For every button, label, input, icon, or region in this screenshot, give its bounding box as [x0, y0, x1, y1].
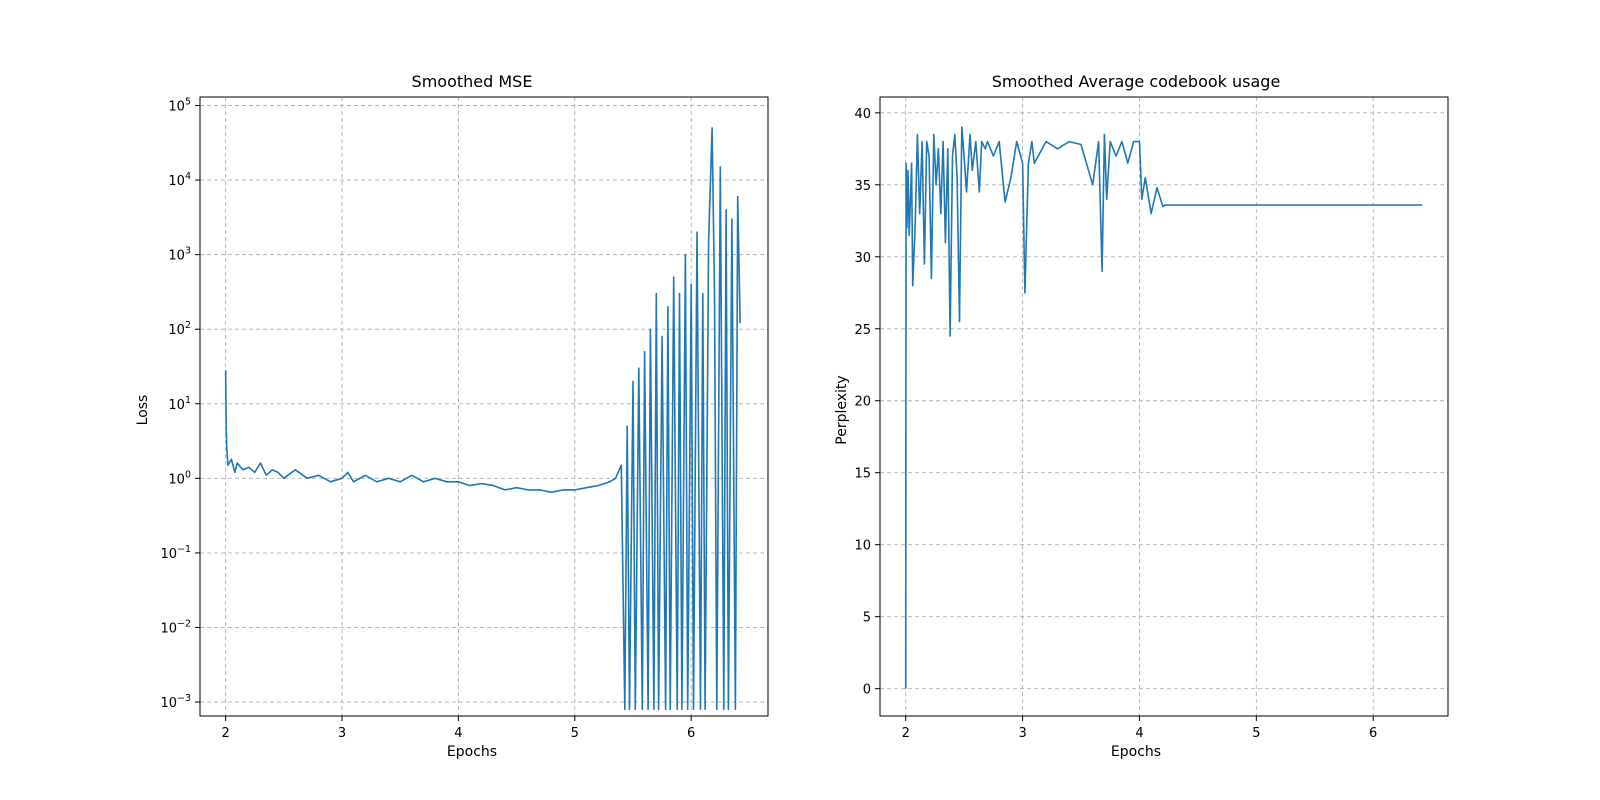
mse-chart-panel: Smoothed MSE Epochs Loss 2 3 4 5 6 10−3 10−2 10… — [135, 72, 769, 760]
y-tick-label: 101 — [168, 395, 191, 413]
codebook-usage-chart-panel: Smoothed Average codebook usage Epochs P… — [834, 72, 1449, 760]
x-tick-label: 3 — [1018, 726, 1026, 741]
x-tick-label: 4 — [1135, 726, 1143, 741]
y-tick-label: 100 — [168, 469, 191, 487]
x-tick-label: 5 — [571, 726, 579, 741]
y-tick-label: 10−2 — [160, 618, 191, 636]
y-tick-label: 104 — [168, 171, 191, 189]
y-tick-label: 20 — [854, 395, 871, 410]
y-tick-label: 0 — [863, 683, 871, 698]
x-tick-label: 5 — [1252, 726, 1260, 741]
series-line — [224, 127, 741, 711]
plot-frame — [199, 96, 769, 717]
y-axis-label: Loss — [135, 395, 151, 426]
x-tick-label: 2 — [902, 726, 910, 741]
y-tick-label: 15 — [854, 467, 871, 482]
y-tick-label: 103 — [168, 246, 191, 264]
y-tick-label: 35 — [854, 179, 871, 194]
x-tick-label: 6 — [1369, 726, 1377, 741]
y-tick-label: 5 — [863, 611, 871, 626]
plot-frame — [879, 96, 1449, 717]
y-tick-label: 10−3 — [160, 693, 191, 711]
chart-title: Smoothed MSE — [412, 72, 533, 91]
y-tick-label: 105 — [168, 96, 191, 114]
x-tick-label: 6 — [687, 726, 695, 741]
x-tick-label: 3 — [338, 726, 346, 741]
y-tick-label: 10 — [854, 539, 871, 554]
y-tick-label: 25 — [854, 323, 871, 338]
x-axis-label: Epochs — [1111, 744, 1161, 760]
y-tick-label: 40 — [854, 107, 871, 122]
x-axis-label: Epochs — [447, 744, 497, 760]
y-tick-label: 102 — [168, 320, 191, 338]
chart-title: Smoothed Average codebook usage — [992, 72, 1281, 91]
x-tick-label: 4 — [454, 726, 462, 741]
y-tick-label: 30 — [854, 251, 871, 266]
y-axis-label: Perplexity — [834, 375, 850, 444]
series-line — [904, 126, 1423, 689]
x-tick-label: 2 — [221, 726, 229, 741]
y-tick-label: 10−1 — [160, 544, 191, 562]
